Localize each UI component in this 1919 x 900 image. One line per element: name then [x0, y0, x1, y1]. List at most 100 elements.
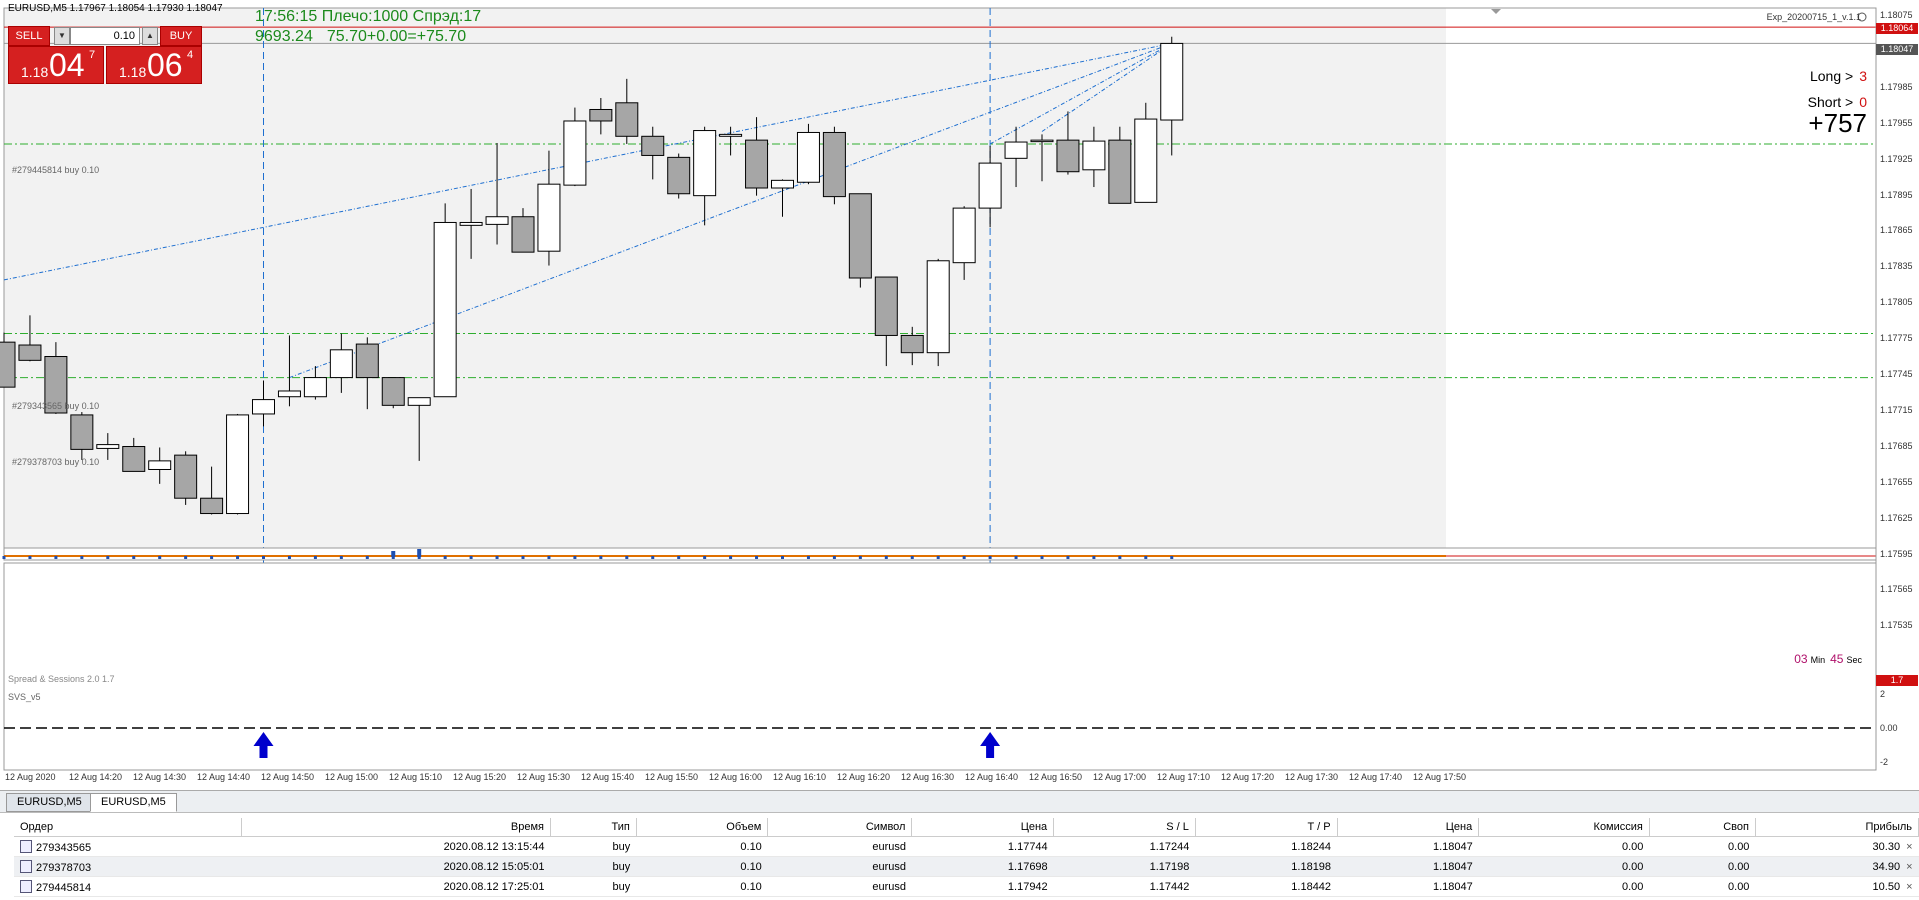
spread-tick [313, 556, 317, 559]
spread-tick [573, 556, 577, 559]
order-cell-value: eurusd [872, 880, 906, 893]
order-tag-2[interactable]: #279343565 buy 0.10 [12, 401, 100, 411]
hud-profit: 75.70+0.00=+75.70 [326, 28, 467, 45]
chart-window[interactable]: EURUSD,M5 1.17967 1.18054 1.17930 1.1804… [0, 0, 1919, 790]
order-row[interactable]: 279378703 2020.08.12 15:05:01 buy 0.10 eurus… [14, 856, 1919, 877]
time-tick-label: 12 Aug 17:10 [1157, 772, 1211, 782]
bear-candle [355, 343, 379, 379]
close-order-icon[interactable]: × [1906, 860, 1913, 873]
spread-tick [54, 556, 58, 559]
bear-candle [641, 135, 665, 156]
orders-header-cell[interactable]: S / L [1053, 818, 1196, 837]
close-order-icon[interactable]: × [1906, 880, 1913, 893]
volume-input[interactable]: 0.10 [70, 27, 140, 45]
bull-candle [226, 414, 250, 515]
chart-tab-1[interactable]: EURUSD,M5 [6, 793, 93, 812]
order-cell-value: 0.00 [1728, 840, 1750, 853]
bull-candle [1160, 42, 1184, 121]
bull-candle [563, 120, 587, 186]
spread-tick [1170, 556, 1174, 559]
order-tag-3[interactable]: #279378703 buy 0.10 [12, 457, 100, 467]
order-cell-value: 0.00 [1621, 840, 1644, 853]
orders-header-cell[interactable]: T / P [1195, 818, 1338, 837]
spread-tick [781, 556, 784, 559]
order-tag-1[interactable]: #279445814 buy 0.10 [12, 165, 100, 175]
spread-tick [80, 556, 84, 559]
orders-header-cell[interactable]: Своп [1649, 818, 1756, 837]
time-tick-label: 12 Aug 16:10 [773, 772, 827, 782]
spread-tick [910, 556, 914, 559]
sell-button[interactable]: SELL [8, 26, 50, 46]
close-order-icon[interactable]: × [1906, 840, 1913, 853]
spread-tick [1092, 556, 1096, 559]
orders-header-cell[interactable]: Цена [911, 818, 1055, 837]
spread-tick [884, 556, 888, 559]
chart-tab-2[interactable]: EURUSD,M5 [90, 793, 177, 812]
buy-button[interactable]: BUY [160, 26, 202, 46]
sell-price-box[interactable]: 1.18 04 7 [8, 46, 104, 84]
price-tick-label: 1.17565 [1880, 584, 1913, 595]
spread-tick [651, 556, 655, 559]
order-doc-icon [20, 879, 32, 893]
order-doc-icon [20, 859, 32, 873]
order-row[interactable]: 279445814 2020.08.12 17:25:01 buy 0.10 eurus… [14, 876, 1919, 897]
orders-header-cell[interactable]: Прибыль [1755, 818, 1919, 837]
volume-up-arrow-icon[interactable]: ▲ [142, 27, 158, 45]
order-cell: 30.30 × [1755, 836, 1919, 857]
order-cell-value: 0.00 [1621, 880, 1644, 893]
orders-header-cell[interactable]: Символ [767, 818, 913, 837]
order-cell-value: 1.18198 [1291, 860, 1332, 873]
time-tick-label: 12 Aug 16:50 [1029, 772, 1083, 782]
volume-down-arrow-icon[interactable]: ▼ [54, 27, 70, 45]
order-row[interactable]: 279343565 2020.08.12 13:15:44 buy 0.10 eurus… [14, 836, 1919, 857]
order-cell: 0.00 [1478, 856, 1650, 877]
bear-candle [848, 193, 872, 279]
spread-tick [210, 556, 214, 559]
order-cell-value: 0.00 [1728, 880, 1750, 893]
order-cell-value: 1.17198 [1149, 860, 1190, 873]
bear-candle [874, 276, 898, 336]
bull-candle [693, 130, 717, 197]
timer-minutes: 03 [1794, 652, 1808, 666]
bull-candle [796, 131, 820, 183]
order-cell: 1.17442 [1053, 876, 1196, 897]
orders-header-cell[interactable]: Цена [1337, 818, 1480, 837]
orders-header-cell[interactable]: Объем [636, 818, 769, 837]
spread-tick [703, 556, 707, 559]
buy-price-box[interactable]: 1.18 06 4 [106, 46, 202, 84]
bull-candle [407, 397, 431, 406]
bear-candle [822, 131, 846, 198]
bear-candle [18, 344, 42, 361]
order-cell: eurusd [767, 836, 912, 857]
bear-candle [200, 497, 224, 515]
time-tick-label: 12 Aug 17:50 [1413, 772, 1467, 782]
smiley-icon [1857, 12, 1867, 22]
spread-tick [469, 556, 473, 559]
time-tick-label: 12 Aug 16:30 [901, 772, 955, 782]
bull-candle [926, 260, 950, 354]
order-cell: 1.17198 [1053, 856, 1196, 877]
subwindow-tick-label: 0.00 [1880, 723, 1898, 733]
order-cell: buy [550, 876, 637, 897]
order-cell-value: 279378703 [36, 861, 92, 874]
order-cell-value: 1.18047 [1432, 840, 1473, 853]
orders-header-cell[interactable]: Тип [550, 818, 637, 837]
order-cell-value: eurusd [872, 860, 906, 873]
expert-advisor-label[interactable]: Exp_20200715_1_v.1.1 [1766, 12, 1861, 22]
bear-candle [381, 377, 405, 406]
orders-header-cell[interactable]: Ордер [14, 818, 242, 837]
price-tick-label: 1.17595 [1880, 548, 1913, 559]
orders-header-cell[interactable]: Комиссия [1478, 818, 1650, 837]
volume-value: 0.10 [113, 30, 135, 42]
time-tick-label: 12 Aug 14:40 [197, 772, 251, 782]
order-cell: 2020.08.12 17:25:01 [241, 876, 551, 897]
price-tick-label: 1.17685 [1880, 440, 1913, 451]
bull-candle [277, 390, 301, 398]
subwindow-tick-label: -2 [1880, 757, 1889, 767]
orders-header-cell[interactable]: Время [241, 818, 552, 837]
short-counter: Short > 0 [1808, 94, 1867, 110]
spread-tick [625, 556, 629, 559]
price-chart[interactable] [0, 0, 1919, 790]
